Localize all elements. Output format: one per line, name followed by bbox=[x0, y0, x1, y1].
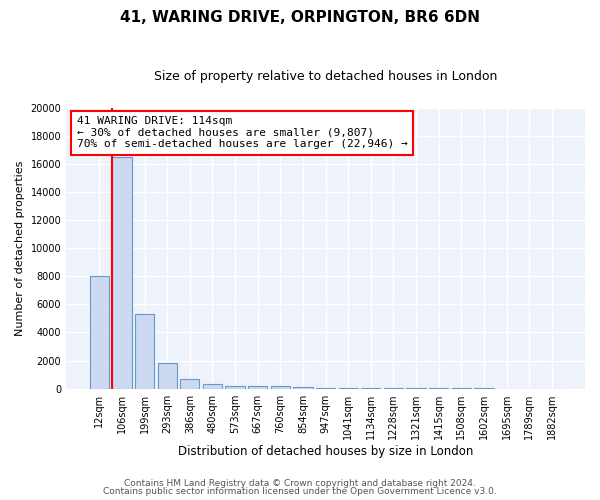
Text: 41 WARING DRIVE: 114sqm
← 30% of detached houses are smaller (9,807)
70% of semi: 41 WARING DRIVE: 114sqm ← 30% of detache… bbox=[77, 116, 407, 150]
Bar bbox=[248, 386, 268, 388]
Bar bbox=[135, 314, 154, 388]
Bar bbox=[203, 384, 222, 388]
Bar bbox=[180, 379, 199, 388]
Bar bbox=[226, 386, 245, 388]
Y-axis label: Number of detached properties: Number of detached properties bbox=[15, 160, 25, 336]
Bar bbox=[293, 387, 313, 388]
Bar bbox=[158, 362, 177, 388]
Bar bbox=[271, 386, 290, 388]
Text: 41, WARING DRIVE, ORPINGTON, BR6 6DN: 41, WARING DRIVE, ORPINGTON, BR6 6DN bbox=[120, 10, 480, 25]
Text: Contains HM Land Registry data © Crown copyright and database right 2024.: Contains HM Land Registry data © Crown c… bbox=[124, 478, 476, 488]
Text: Contains public sector information licensed under the Open Government Licence v3: Contains public sector information licen… bbox=[103, 487, 497, 496]
Bar bbox=[112, 157, 131, 388]
Title: Size of property relative to detached houses in London: Size of property relative to detached ho… bbox=[154, 70, 497, 83]
Bar bbox=[90, 276, 109, 388]
X-axis label: Distribution of detached houses by size in London: Distribution of detached houses by size … bbox=[178, 444, 473, 458]
